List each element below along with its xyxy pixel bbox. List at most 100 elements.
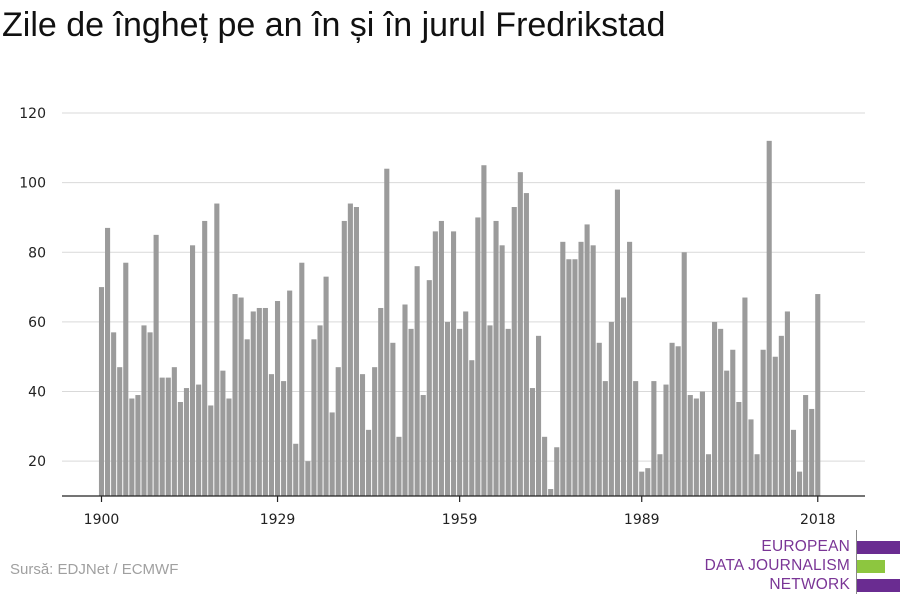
bar [693,398,699,496]
bar [687,395,693,496]
bar [463,311,469,496]
bar [760,349,766,496]
bar [772,356,778,496]
bar [548,489,554,496]
bar [499,245,505,496]
bar [602,381,608,496]
bar [511,207,517,496]
bar [614,189,620,496]
bar [323,276,329,496]
bar [590,245,596,496]
y-axis-labels: 20 40 60 80 100 120 [19,106,46,470]
bar [724,370,730,496]
bar [123,262,129,496]
bar [633,381,639,496]
bar [754,454,760,496]
bar [347,203,353,496]
bar [596,342,602,496]
bar [341,220,347,496]
bar [165,377,171,496]
bar [657,454,663,496]
logo-purple-bar-bottom [857,579,900,592]
bar [718,328,724,496]
bar [414,266,420,496]
y-tick-label: 120 [19,106,46,122]
bar [426,280,432,496]
bar [444,321,451,496]
bar [208,405,214,496]
bar [299,262,305,496]
bar [183,388,190,496]
bar [359,374,366,496]
bar [651,381,657,496]
bar [153,234,159,497]
bar [797,471,803,496]
bar [645,468,651,496]
bar [566,259,572,496]
bar [214,203,220,496]
bar [250,311,256,496]
edjnet-logo[interactable]: EUROPEAN DATA JOURNALISM NETWORK [690,530,900,596]
bar [627,241,633,496]
bar [809,408,815,496]
bar [554,447,560,496]
bar [517,172,523,496]
bar [784,311,790,496]
bar [675,346,681,496]
bar [287,290,293,496]
bar [353,207,359,496]
bar [699,391,705,496]
bar [274,301,281,496]
source-note: Sursă: EDJNet / ECMWF [10,561,179,578]
bar [317,325,323,496]
bar [202,220,208,496]
bar [712,321,718,496]
bar [705,454,712,496]
y-tick-label: 20 [28,454,46,470]
bar [584,224,590,497]
bar [129,398,135,496]
bar [681,252,687,496]
bar [147,332,153,496]
bar [766,140,772,496]
logo-line-2: DATA JOURNALISM [704,557,850,574]
bar [281,381,287,496]
bar [475,217,481,496]
bar [469,360,475,496]
chart-title: Zile de îngheț pe an în și în jurul Fred… [2,6,666,44]
bar [620,297,627,496]
bar [542,436,548,496]
x-tick-label: 2018 [800,512,836,528]
bar [268,374,275,496]
bar [311,339,317,496]
x-tick-label: 1900 [84,512,120,528]
bars [98,140,821,497]
bar [523,193,529,496]
bar [529,388,536,496]
bar [262,307,268,496]
bar [560,241,566,496]
bar [402,304,408,496]
bar [408,328,414,496]
bar [663,384,669,496]
bar [396,436,402,496]
bar [451,231,457,496]
bar [493,220,499,496]
bar-chart: 20 40 60 80 100 120 1900 1929 1959 1989 2018 [19,106,865,528]
bar [803,395,809,496]
bar [639,471,645,496]
bar [487,325,493,496]
bar [372,367,378,496]
logo-line-1: EUROPEAN [761,538,850,555]
bar [457,328,463,496]
x-tick-label: 1929 [260,512,296,528]
bar [432,231,438,496]
logo-divider [856,530,857,594]
bar [190,245,196,496]
bar [226,398,232,496]
bar [335,367,341,496]
bar [669,342,675,496]
bar [141,325,147,496]
logo-purple-bar-top [857,541,900,554]
bar [748,419,754,496]
